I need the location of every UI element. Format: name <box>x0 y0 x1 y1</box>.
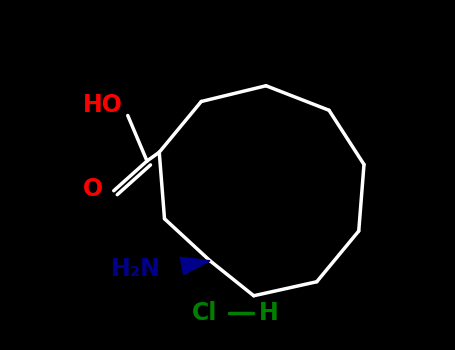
Text: O: O <box>83 177 103 201</box>
Polygon shape <box>180 257 210 275</box>
Text: H: H <box>259 301 279 325</box>
Text: H₂N: H₂N <box>111 258 161 281</box>
Text: HO: HO <box>83 93 122 117</box>
Text: Cl: Cl <box>192 301 217 325</box>
